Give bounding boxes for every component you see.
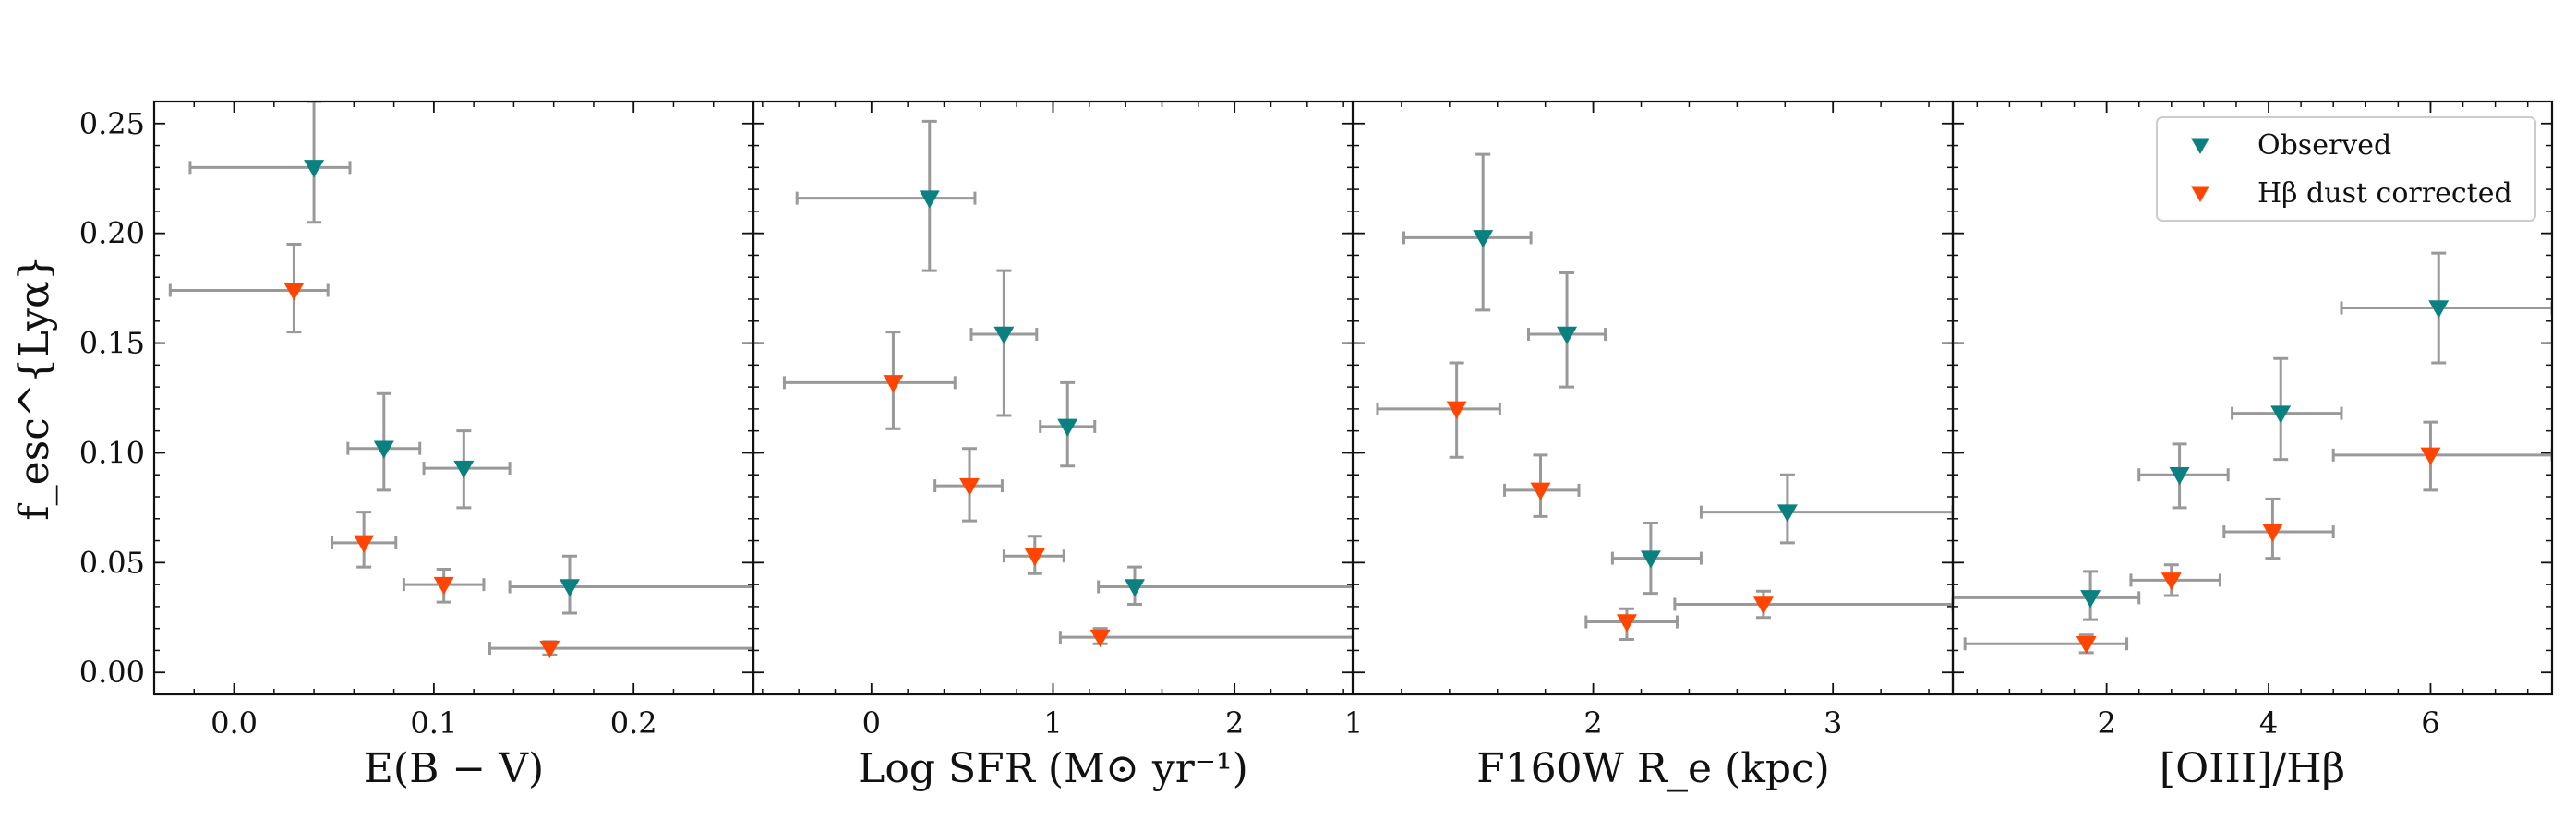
observed-point-1 — [1473, 230, 1494, 248]
corrected-point-3 — [2262, 524, 2283, 543]
corrected-point-1 — [2076, 636, 2097, 655]
data-layer — [1376, 152, 1953, 642]
corrected-point-1 — [1446, 401, 1467, 419]
x-tick-label: 0.2 — [610, 705, 657, 741]
error-bar — [2331, 420, 2552, 492]
error-bar — [402, 567, 486, 604]
error-bar — [188, 102, 352, 224]
x-tick-label: 2 — [1583, 705, 1602, 741]
corrected-point-2 — [959, 477, 981, 497]
corrected-point-4 — [1752, 596, 1774, 615]
observed-point-3 — [453, 460, 475, 479]
corrected-point-4 — [1089, 629, 1111, 648]
corrected-point-3 — [1616, 614, 1637, 632]
observed-point-4 — [1776, 504, 1798, 523]
legend-marker — [2191, 186, 2209, 202]
legend-label: Hβ dust corrected — [2257, 177, 2512, 210]
y-tick-label: 0.00 — [79, 655, 145, 690]
y-tick-label: 0.10 — [79, 435, 145, 470]
corrected-point-2 — [354, 535, 375, 553]
x-axis-label: [OIII]/Hβ — [2160, 745, 2345, 792]
data-layer — [168, 102, 753, 659]
x-tick-label: 2 — [2097, 705, 2115, 741]
observed-point-2 — [373, 440, 394, 459]
observed-point-3 — [2270, 405, 2292, 424]
observed-point-4 — [559, 579, 580, 597]
error-bar — [508, 554, 753, 615]
observed-point-2 — [993, 326, 1015, 345]
observed-point-2 — [1557, 326, 1578, 345]
error-bar — [2340, 251, 2552, 365]
error-bar — [1963, 633, 2129, 655]
error-bar — [1673, 589, 1953, 620]
y-tick-label: 0.15 — [79, 326, 145, 361]
x-tick-label: 3 — [1824, 705, 1842, 741]
x-axis-label: Log SFR (M⊙ yr⁻¹) — [858, 745, 1248, 792]
observed-point-4 — [2428, 300, 2450, 319]
x-tick-label: 0 — [862, 705, 881, 741]
y-axis-label: f_esc^{Lyα} — [11, 255, 58, 520]
observed-point-1 — [2080, 590, 2101, 608]
legend-label: Observed — [2257, 129, 2391, 162]
corrected-point-2 — [1530, 482, 1551, 500]
x-tick-label: 0.0 — [211, 705, 258, 741]
error-bar — [1610, 522, 1703, 596]
error-bar — [1953, 570, 2141, 621]
panel-2: 0 1 2 Log SFR (M⊙ yr⁻¹) — [752, 100, 1354, 792]
panel-4: 2 4 6 [OIII]/Hβ — [1951, 100, 2554, 792]
corrected-point-1 — [283, 283, 305, 301]
x-tick-label: 4 — [2259, 705, 2278, 741]
legend: Observed Hβ dust corrected — [2156, 116, 2536, 222]
x-axis-label: E(B − V) — [364, 745, 544, 792]
x-tick-label: 1 — [1344, 705, 1363, 741]
error-bar — [1699, 473, 1953, 545]
observed-point-1 — [304, 160, 325, 178]
panel-frame — [752, 100, 1354, 696]
panel-3: 1 2 3 F160W R_e (kpc) — [1344, 100, 1955, 792]
corrected-point-2 — [2161, 572, 2182, 591]
x-tick-label: 0.1 — [410, 705, 457, 741]
error-bar — [782, 331, 957, 430]
observed-point-3 — [1640, 550, 1661, 569]
error-bar — [795, 119, 977, 272]
observed-point-2 — [2169, 466, 2190, 486]
data-layer — [782, 119, 1353, 648]
corrected-point-4 — [539, 640, 560, 659]
y-tick-label: 0.05 — [79, 545, 145, 580]
x-tick-label: 1 — [1043, 705, 1062, 741]
error-bar — [1584, 607, 1679, 642]
x-axis-label: F160W R_e (kpc) — [1476, 745, 1830, 792]
error-bar — [422, 429, 512, 510]
error-bar — [1376, 361, 1501, 459]
error-bar — [488, 640, 753, 656]
error-bar — [1402, 152, 1533, 312]
panel-frame — [1951, 100, 2554, 696]
y-tick-label: 0.20 — [79, 216, 145, 251]
corrected-point-3 — [1024, 548, 1045, 567]
error-bar — [1097, 565, 1353, 607]
y-tick-label: 0.25 — [79, 106, 145, 141]
corrected-point-4 — [2420, 447, 2441, 465]
panel-frame — [152, 100, 755, 696]
legend-box — [2156, 116, 2536, 222]
x-tick-label: 6 — [2421, 705, 2439, 741]
x-tick-label: 2 — [1225, 705, 1244, 741]
panels: 0.0 0.1 0.2 0.00 0.05 0.10 0.15 0.20 0.25 E(B − V… — [79, 100, 2554, 792]
data-layer — [1953, 251, 2552, 655]
error-bar — [168, 243, 330, 334]
observed-point-4 — [1125, 579, 1145, 597]
panel-1: 0.0 0.1 0.2 0.00 0.05 0.10 0.15 0.20 0.25 E(B − V… — [79, 100, 755, 792]
corrected-point-1 — [883, 375, 904, 393]
legend-marker — [2191, 138, 2209, 154]
observed-point-3 — [1057, 418, 1078, 437]
observed-point-1 — [919, 190, 940, 209]
corrected-point-3 — [433, 576, 454, 596]
